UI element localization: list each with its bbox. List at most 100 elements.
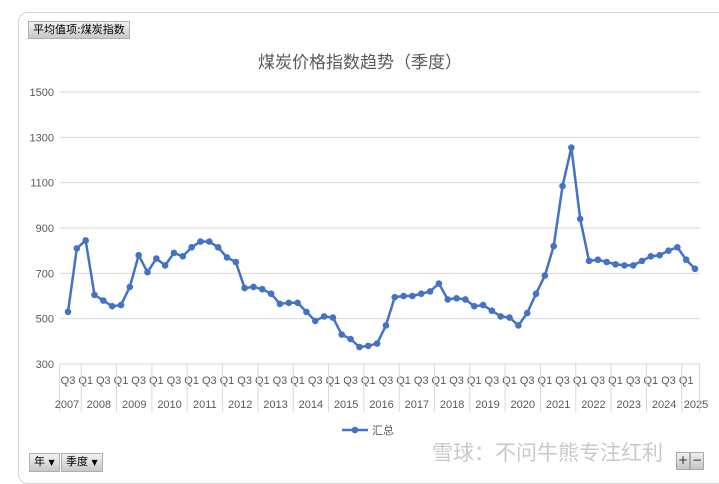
data-point: [576, 215, 584, 223]
series-line: [66, 146, 696, 349]
x-year-label: 2008: [87, 399, 111, 411]
x-tick-label: Q3: [61, 375, 76, 387]
x-year-label: 2010: [157, 399, 181, 411]
x-tick-label: Q3: [555, 375, 570, 387]
x-year-label: 2014: [299, 399, 323, 411]
data-point: [373, 340, 381, 347]
x-tick-label: Q3: [237, 375, 252, 387]
x-tick-label: Q1: [220, 375, 235, 387]
data-point: [497, 313, 505, 320]
x-tick-label: Q1: [184, 375, 199, 387]
data-point: [311, 317, 319, 325]
data-point: [338, 331, 346, 338]
watermark: 雪球：不问牛熊专注红利: [432, 441, 663, 465]
x-tick-label: Q1: [396, 375, 411, 387]
x-tick-label: Q1: [149, 375, 164, 387]
data-point: [638, 257, 646, 265]
data-point: [135, 251, 142, 259]
data-point: [515, 322, 522, 329]
value-field-button[interactable]: 平均值项:煤炭指数: [28, 21, 130, 39]
data-point: [391, 293, 399, 301]
data-point: [550, 242, 558, 250]
data-point: [559, 182, 566, 190]
data-point: [568, 144, 575, 151]
data-point: [100, 297, 107, 304]
x-tick-label: Q3: [167, 375, 182, 387]
x-tick-label: Q1: [608, 375, 623, 387]
data-point: [488, 307, 496, 315]
legend-label: 汇总: [372, 423, 394, 437]
x-year-label: 2009: [122, 399, 146, 411]
x-year-label: 2020: [511, 399, 535, 411]
data-point: [82, 237, 89, 244]
data-point: [241, 284, 248, 292]
data-point: [541, 272, 549, 279]
data-point: [214, 243, 222, 251]
data-point: [73, 245, 81, 252]
y-tick-label: 1100: [30, 178, 54, 190]
data-point: [674, 243, 681, 251]
collapse-button[interactable]: −: [690, 452, 704, 470]
data-point: [91, 291, 98, 299]
data-point: [479, 301, 487, 309]
data-point: [470, 302, 478, 310]
data-point: [320, 313, 328, 320]
y-tick-label: 1500: [30, 87, 54, 99]
x-tick-label: Q3: [379, 375, 394, 387]
filter-quarter-button[interactable]: 季度 ▼: [61, 453, 103, 472]
data-point: [347, 335, 354, 343]
data-point: [64, 308, 72, 316]
x-tick-label: Q1: [644, 375, 659, 387]
data-point: [364, 342, 372, 350]
data-point: [435, 280, 443, 287]
data-point: [506, 314, 513, 321]
x-tick-label: Q1: [361, 375, 376, 387]
x-tick-label: Q1: [290, 375, 305, 387]
x-tick-label: Q1: [467, 375, 482, 387]
data-point: [629, 262, 637, 269]
data-point: [612, 260, 619, 268]
x-year-label: 2023: [617, 399, 641, 411]
x-tick-label: Q3: [343, 375, 358, 387]
data-point: [170, 249, 178, 257]
data-point: [267, 290, 275, 298]
data-point: [656, 251, 663, 259]
expand-button[interactable]: +: [676, 452, 690, 470]
y-tick-label: 700: [36, 268, 54, 280]
data-point: [400, 292, 407, 300]
x-tick-label: Q1: [573, 375, 588, 387]
data-point: [621, 262, 628, 269]
legend-marker: [351, 426, 359, 434]
dropdown-arrow-icon: ▼: [91, 458, 98, 467]
y-tick-label: 500: [36, 314, 54, 326]
data-point: [444, 296, 452, 303]
data-point: [153, 255, 160, 262]
data-point: [161, 262, 169, 269]
data-point: [276, 300, 284, 308]
x-tick-label: Q3: [485, 375, 500, 387]
data-point: [356, 343, 363, 351]
data-point: [603, 258, 610, 266]
x-tick-label: Q3: [449, 375, 464, 387]
data-point: [250, 283, 257, 291]
filter-year-button[interactable]: 年 ▼: [29, 453, 60, 472]
data-point: [126, 283, 134, 291]
data-point: [108, 302, 116, 310]
data-point: [285, 299, 293, 307]
x-year-label: 2024: [652, 399, 676, 411]
x-year-label: 2012: [228, 399, 252, 411]
data-point: [144, 268, 151, 276]
data-point: [188, 243, 195, 251]
x-tick-label: Q3: [96, 375, 111, 387]
x-tick-label: Q1: [114, 375, 129, 387]
data-point: [691, 265, 699, 273]
data-point: [417, 290, 425, 298]
x-tick-label: Q1: [538, 375, 553, 387]
y-tick-label: 900: [36, 223, 54, 235]
x-tick-label: Q1: [255, 375, 270, 387]
data-point: [585, 257, 593, 265]
x-tick-label: Q3: [661, 375, 676, 387]
x-year-label: 2021: [546, 399, 570, 411]
x-tick-label: Q1: [679, 375, 694, 387]
